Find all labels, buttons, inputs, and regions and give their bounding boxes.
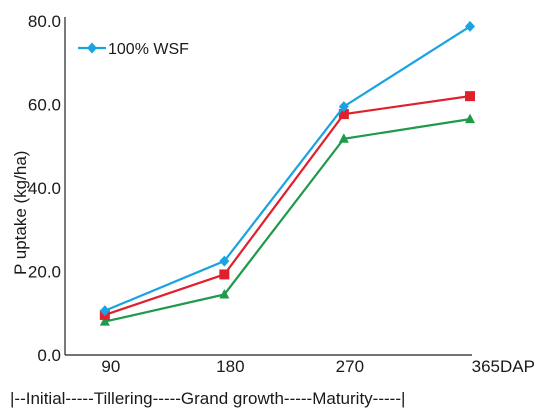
series-line (104, 25, 471, 312)
data-point-triangle (338, 133, 349, 143)
legend: 100% WSF (78, 41, 189, 58)
x-tick-label: 270 (336, 357, 364, 376)
series-diamond (99, 20, 475, 317)
data-point-triangle (219, 288, 230, 299)
legend-label: 100% WSF (108, 41, 189, 58)
data-point-square (338, 109, 349, 120)
y-tick-label: 0.0 (37, 346, 61, 365)
data-point-square (219, 269, 230, 280)
y-tick-label: 40.0 (28, 179, 61, 198)
data-point-diamond (87, 42, 97, 54)
x-tick-label: 90 (101, 357, 120, 376)
data-point-triangle (465, 113, 475, 124)
legend-entry: 100% WSF (78, 41, 189, 58)
data-point-diamond (219, 255, 230, 267)
x-tick-label: 180 (216, 357, 244, 376)
data-point-diamond (338, 101, 349, 113)
y-tick-label: 80.0 (28, 12, 61, 31)
x-tick-label: 365 (472, 357, 500, 376)
growth-stage-label: |--Initial-----Tillering-----Grand growt… (10, 389, 405, 408)
series-line (104, 118, 471, 323)
y-tick-label: 60.0 (28, 96, 61, 115)
y-axis-label: P uptake (kg/ha) (11, 151, 30, 275)
series-square (99, 91, 475, 320)
data-point-diamond (99, 305, 110, 317)
series-triangle (99, 113, 475, 326)
series-layer (99, 20, 475, 326)
x-axis-label: DAP (500, 357, 535, 376)
data-point-triangle (99, 316, 110, 326)
data-point-diamond (465, 20, 475, 32)
data-point-square (465, 91, 475, 102)
x-tick-labels: 90 180 270 365 (101, 357, 500, 376)
y-tick-label: 20.0 (28, 263, 61, 282)
y-tick-labels: 0.0 20.0 40.0 60.0 80.0 (28, 12, 61, 365)
series-line (104, 95, 471, 316)
